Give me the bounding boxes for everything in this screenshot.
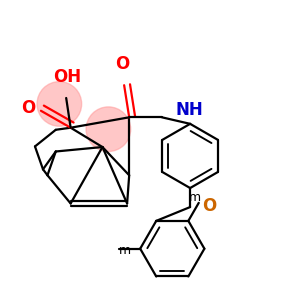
- Circle shape: [37, 82, 82, 126]
- Text: O: O: [21, 99, 36, 117]
- Text: m: m: [189, 191, 201, 204]
- Text: OH: OH: [53, 68, 81, 86]
- Text: NH: NH: [175, 101, 203, 119]
- Circle shape: [86, 107, 131, 152]
- Text: O: O: [202, 197, 217, 215]
- Text: m: m: [119, 244, 131, 257]
- Text: O: O: [116, 55, 130, 73]
